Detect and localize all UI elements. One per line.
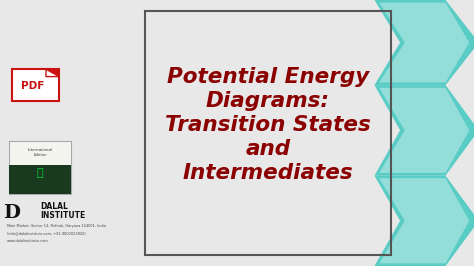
Text: Potential Energy
Diagrams:
Transition States
and
Intermediates: Potential Energy Diagrams: Transition St… [165, 67, 371, 183]
Text: INSTITUTE: INSTITUTE [40, 211, 85, 220]
Text: (info@dalalinstitute.com, +91-9802023920): (info@dalalinstitute.com, +91-9802023920… [7, 231, 86, 236]
Polygon shape [46, 69, 59, 77]
FancyBboxPatch shape [9, 165, 71, 194]
Polygon shape [374, 176, 474, 266]
Text: D: D [3, 204, 20, 222]
Text: International
Edition: International Edition [28, 148, 53, 157]
Polygon shape [379, 88, 469, 173]
FancyBboxPatch shape [9, 141, 71, 194]
Text: www.dalalinstitute.com: www.dalalinstitute.com [7, 239, 49, 243]
Text: DALAL: DALAL [40, 202, 68, 211]
Polygon shape [379, 3, 469, 82]
Polygon shape [374, 85, 474, 176]
Text: PDF: PDF [21, 81, 45, 92]
FancyBboxPatch shape [12, 69, 59, 101]
Text: Main Market, Sector 14, Rohtak, Haryana 124001, India: Main Market, Sector 14, Rohtak, Haryana … [7, 224, 106, 228]
Polygon shape [374, 0, 474, 85]
Text: 🧬: 🧬 [37, 168, 44, 178]
Polygon shape [379, 178, 469, 263]
